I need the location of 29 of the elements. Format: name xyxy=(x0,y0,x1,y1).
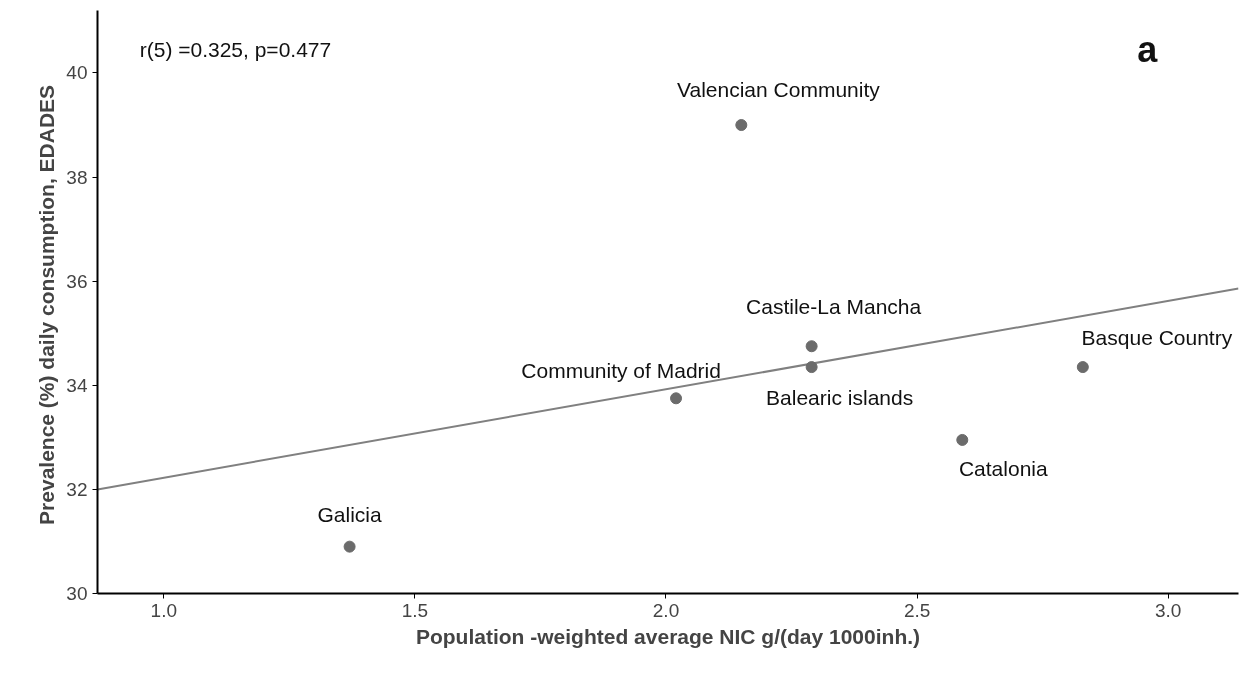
point xyxy=(1076,361,1089,374)
annotation: a xyxy=(1137,29,1159,71)
text: Community of Madrid xyxy=(521,358,721,382)
y-tick-label: 36 xyxy=(66,270,88,292)
x-axis-title: Population -weighted average NIC g/(day 1000inh.) xyxy=(415,624,921,648)
annotation: r(5) =0.325, p=0.477 xyxy=(139,38,332,62)
text: Valencian Community xyxy=(677,77,881,101)
x-tick-label: 2.0 xyxy=(652,599,680,621)
y-tick-label: 34 xyxy=(66,374,88,396)
point xyxy=(735,119,748,132)
y-tick-label: 38 xyxy=(66,166,88,188)
point xyxy=(956,433,969,446)
x-tick-label: 3.0 xyxy=(1154,599,1182,621)
series-label: Balearic islands xyxy=(766,385,914,409)
y-tick-label: 40 xyxy=(66,62,88,84)
point xyxy=(343,540,356,553)
point xyxy=(805,361,818,374)
y-tick-label: 32 xyxy=(66,478,88,500)
x-tick-label: 1.0 xyxy=(150,599,178,621)
y-axis-title: Prevalence (%) daily consumption, EDADES xyxy=(35,84,59,525)
x-tick-label: 2.5 xyxy=(903,599,931,621)
series-label: Basque Country xyxy=(1081,325,1233,349)
x-tick-label: 1.5 xyxy=(401,599,429,621)
point xyxy=(670,392,683,405)
point xyxy=(805,340,818,353)
series-label: Castile-La Mancha xyxy=(746,294,922,318)
series-label: Galicia xyxy=(317,503,383,527)
y-tick-label: 30 xyxy=(66,583,88,604)
series-label: Catalonia xyxy=(958,457,1048,481)
